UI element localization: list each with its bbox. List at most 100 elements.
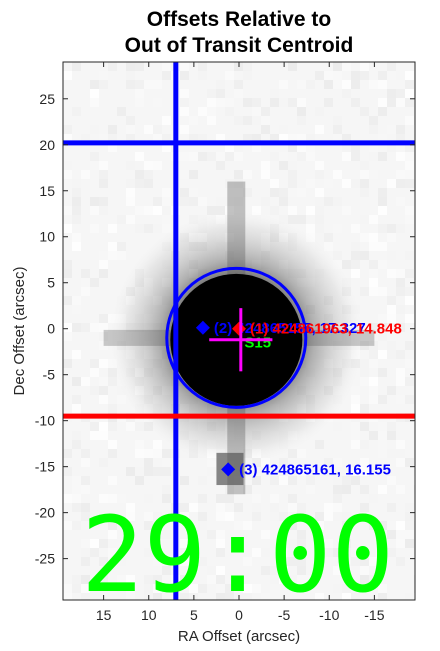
image-pixel: [378, 134, 387, 143]
image-pixel: [351, 269, 360, 278]
image-pixel: [180, 98, 189, 107]
image-pixel: [315, 224, 324, 233]
image-pixel: [351, 476, 360, 485]
image-pixel: [81, 548, 90, 557]
image-pixel: [162, 71, 171, 80]
image-pixel: [405, 296, 414, 305]
image-pixel: [180, 125, 189, 134]
image-pixel: [360, 377, 369, 386]
image-pixel: [297, 188, 306, 197]
image-pixel: [324, 566, 333, 575]
image-pixel: [72, 584, 81, 593]
image-pixel: [252, 584, 261, 593]
image-pixel: [288, 179, 297, 188]
image-pixel: [135, 161, 144, 170]
x-tick-label: 0: [235, 607, 243, 623]
image-pixel: [180, 503, 189, 512]
image-pixel: [387, 422, 396, 431]
image-pixel: [144, 521, 153, 530]
image-pixel: [72, 575, 81, 584]
image-pixel: [90, 431, 99, 440]
image-pixel: [126, 161, 135, 170]
image-pixel: [387, 386, 396, 395]
image-pixel: [288, 143, 297, 152]
image-pixel: [63, 134, 72, 143]
image-pixel: [198, 512, 207, 521]
image-pixel: [360, 233, 369, 242]
image-pixel: [63, 206, 72, 215]
image-pixel: [225, 179, 234, 188]
image-pixel: [81, 278, 90, 287]
image-pixel: [252, 107, 261, 116]
y-tick-label: -25: [35, 551, 55, 567]
image-pixel: [279, 62, 288, 71]
image-pixel: [351, 242, 360, 251]
image-pixel: [162, 494, 171, 503]
image-pixel: [180, 188, 189, 197]
chart-title-line-2: Out of Transit Centroid: [125, 34, 354, 57]
image-pixel: [180, 512, 189, 521]
image-pixel: [189, 197, 198, 206]
image-pixel: [216, 197, 225, 206]
image-pixel: [90, 80, 99, 89]
image-pixel: [108, 440, 117, 449]
image-pixel: [72, 62, 81, 71]
image-pixel: [279, 161, 288, 170]
image-pixel: [288, 494, 297, 503]
image-pixel: [333, 422, 342, 431]
image-pixel: [126, 422, 135, 431]
image-pixel: [225, 593, 234, 600]
image-pixel: [108, 422, 117, 431]
image-pixel: [279, 188, 288, 197]
image-pixel: [351, 80, 360, 89]
image-pixel: [360, 179, 369, 188]
image-pixel: [99, 548, 108, 557]
image-pixel: [252, 134, 261, 143]
image-pixel: [297, 143, 306, 152]
image-pixel: [378, 422, 387, 431]
star-marker: [195, 320, 210, 335]
image-pixel: [99, 134, 108, 143]
image-pixel: [387, 224, 396, 233]
image-pixel: [405, 395, 414, 404]
image-pixel: [126, 62, 135, 71]
image-pixel: [198, 197, 207, 206]
y-tick-label: 20: [39, 137, 55, 153]
image-pixel: [144, 161, 153, 170]
image-pixel: [387, 179, 396, 188]
image-pixel: [99, 260, 108, 269]
image-pixel: [72, 296, 81, 305]
image-pixel: [99, 377, 108, 386]
image-pixel: [162, 566, 171, 575]
image-pixel: [90, 206, 99, 215]
image-pixel: [342, 89, 351, 98]
image-pixel: [360, 467, 369, 476]
image-pixel: [360, 251, 369, 260]
image-pixel: [234, 521, 243, 530]
image-pixel: [270, 503, 279, 512]
image-pixel: [144, 458, 153, 467]
image-pixel: [333, 134, 342, 143]
image-pixel: [90, 368, 99, 377]
image-pixel: [387, 449, 396, 458]
image-pixel: [288, 557, 297, 566]
image-pixel: [324, 197, 333, 206]
image-pixel: [108, 251, 117, 260]
image-pixel: [108, 557, 117, 566]
image-pixel: [108, 521, 117, 530]
image-pixel: [234, 116, 243, 125]
image-pixel: [63, 224, 72, 233]
image-pixel: [135, 206, 144, 215]
image-pixel: [369, 395, 378, 404]
image-pixel: [405, 224, 414, 233]
image-pixel: [72, 404, 81, 413]
image-pixel: [243, 134, 252, 143]
image-pixel: [369, 269, 378, 278]
image-pixel: [90, 539, 99, 548]
image-pixel: [387, 62, 396, 71]
image-pixel: [396, 287, 405, 296]
image-pixel: [225, 152, 234, 161]
image-pixel: [369, 170, 378, 179]
image-pixel: [117, 575, 126, 584]
image-pixel: [279, 476, 288, 485]
